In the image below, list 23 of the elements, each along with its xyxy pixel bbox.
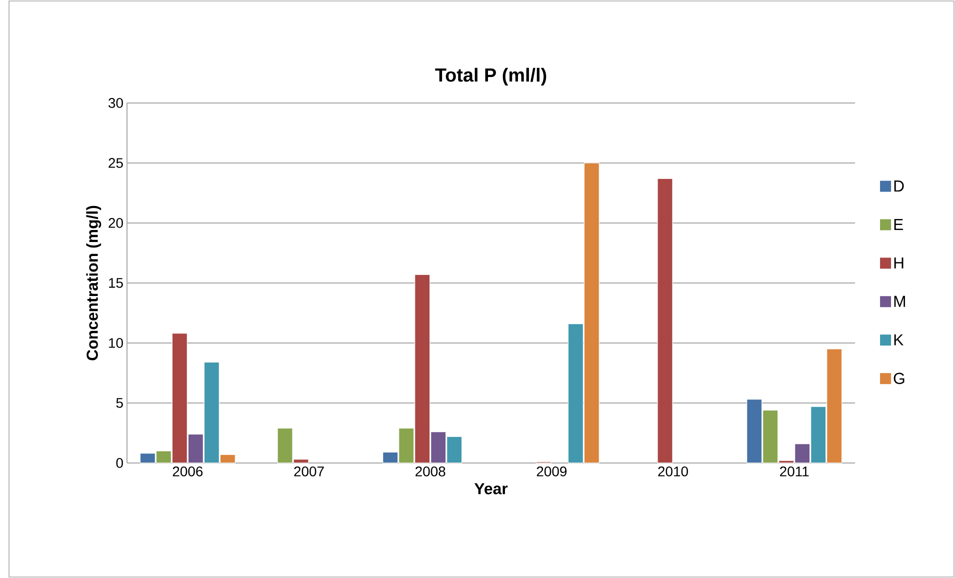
x-tick-label: 2007 <box>294 466 324 476</box>
y-tick-label: 10 <box>109 338 123 348</box>
bar <box>657 178 673 464</box>
legend-label: D <box>894 180 904 192</box>
legend-label: K <box>894 334 904 346</box>
legend-label: G <box>894 372 904 384</box>
chart-title: Total P (ml/l) <box>435 68 546 86</box>
x-tick-label: 2011 <box>780 466 809 476</box>
x-tick-label: 2006 <box>172 466 203 476</box>
y-axis-title: Concentration (mg/l) <box>86 206 102 360</box>
x-tick-label: 2010 <box>658 466 688 476</box>
y-tick-label: 0 <box>116 458 123 468</box>
y-tick-label: 20 <box>108 218 123 228</box>
legend-label: E <box>894 219 903 230</box>
y-tick-label: 25 <box>108 158 123 168</box>
y-tick-label: 5 <box>116 398 123 408</box>
y-tick-label: 30 <box>108 98 123 108</box>
y-tick-label: 15 <box>109 278 123 288</box>
x-tick-label: 2008 <box>416 466 446 476</box>
legend-label: H <box>894 257 904 268</box>
x-tick-label: 2009 <box>536 466 567 476</box>
x-axis-title: Year <box>474 483 508 494</box>
legend-label: M <box>894 296 905 307</box>
